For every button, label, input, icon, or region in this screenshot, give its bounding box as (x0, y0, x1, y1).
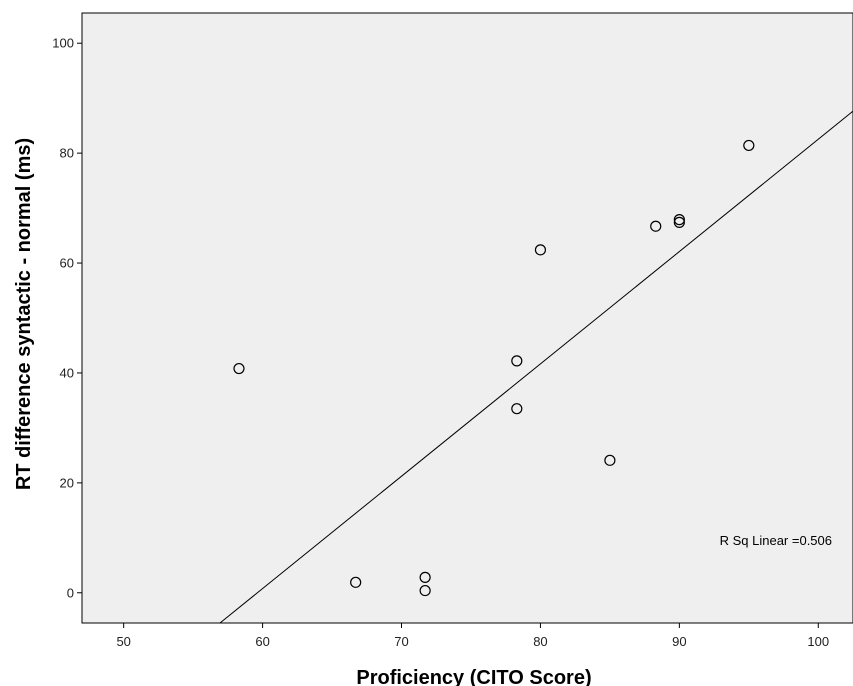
data-point (604, 454, 616, 466)
data-point (743, 139, 755, 152)
data-point (673, 214, 685, 226)
y-tick-label: 20 (60, 475, 74, 490)
data-point (534, 244, 547, 256)
data-point (511, 355, 523, 367)
fit-line-layer (219, 110, 853, 624)
fit-line (219, 110, 853, 624)
data-point (511, 403, 523, 415)
y-tick-label: 0 (67, 585, 74, 600)
x-tick-label: 90 (672, 634, 686, 649)
data-point (419, 571, 431, 583)
y-axis: 0 20 40 60 80 100 (52, 36, 82, 600)
data-point (673, 216, 685, 228)
x-tick-label: 50 (116, 634, 130, 649)
x-tick-label: 80 (533, 634, 547, 649)
data-point (350, 576, 362, 588)
points-layer (233, 139, 755, 597)
data-point (233, 362, 245, 375)
x-tick-label: 60 (255, 634, 269, 649)
x-axis-title: Proficiency (CITO Score) (356, 667, 591, 686)
y-axis-title: RT difference syntactic - normal (ms) (13, 138, 35, 490)
y-tick-label: 40 (60, 365, 74, 380)
plot-area (81, 12, 853, 624)
y-tick-label: 60 (60, 256, 74, 271)
x-tick-label: 100 (807, 634, 829, 649)
y-tick-label: 100 (52, 36, 74, 51)
y-tick-label: 80 (60, 146, 74, 161)
x-tick-label: 70 (394, 634, 408, 649)
x-axis: 50 60 70 80 90 100 (116, 623, 829, 649)
r-squared-annotation: R Sq Linear =0.506 (720, 533, 832, 548)
data-point (650, 220, 662, 232)
data-point (419, 584, 431, 597)
